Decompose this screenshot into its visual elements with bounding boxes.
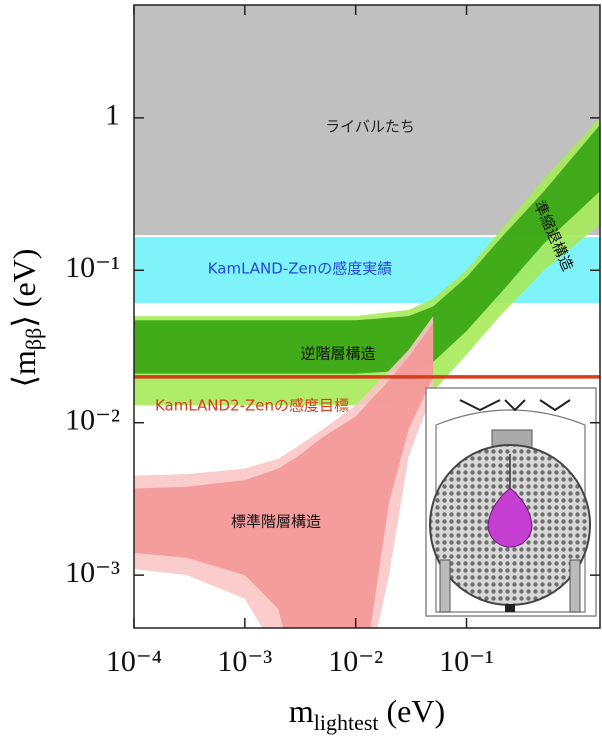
x-tick-label: 10⁻¹ [439, 645, 494, 678]
y-label-open: ⟨m [6, 350, 42, 387]
line-label: KamLAND2-Zenの感度目標 [155, 397, 349, 415]
x-label-unit: (eV) [379, 693, 446, 729]
region-label: 逆階層構造 [300, 345, 375, 363]
x-label-sub: lightest [314, 710, 379, 735]
y-label-close: ⟩ (eV) [6, 249, 42, 328]
y-tick-label: 1 [105, 99, 120, 132]
support-leg [440, 560, 450, 612]
x-tick-label: 10⁻² [328, 645, 383, 678]
x-label-base: m [289, 693, 314, 729]
y-tick-label: 10⁻¹ [65, 251, 120, 284]
region-label: 標準階層構造 [231, 513, 321, 531]
x-tick-label: 10⁻³ [217, 645, 272, 678]
y-tick-label: 10⁻² [65, 404, 120, 437]
y-axis-label: ⟨mββ⟩ (eV) [6, 249, 46, 388]
detector-inset [426, 388, 596, 616]
y-label-sub: ββ [21, 328, 46, 350]
x-tick-label: 10⁻⁴ [106, 645, 162, 678]
region-label: KamLAND-Zenの感度実績 [208, 260, 393, 278]
support-leg [570, 560, 580, 612]
chart: ライバルたち KamLAND-Zenの感度実績逆階層構造標準階層構造 KamLAND… [0, 0, 602, 738]
x-axis-label: mlightest (eV) [289, 693, 445, 735]
region-label: ライバルたち [325, 118, 415, 136]
base-block [505, 604, 515, 612]
y-tick-label: 10⁻³ [65, 556, 120, 589]
